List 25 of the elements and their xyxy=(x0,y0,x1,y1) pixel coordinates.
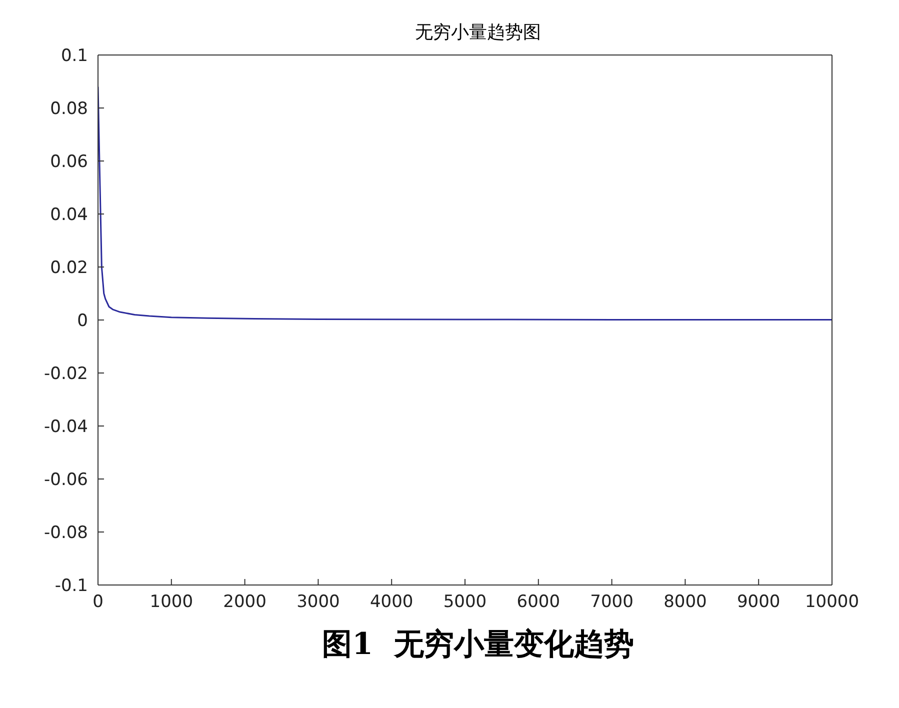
x-tick-label: 7000 xyxy=(590,592,634,612)
x-tick-label: 6000 xyxy=(516,592,560,612)
y-tick-label: -0.04 xyxy=(44,417,88,438)
y-tick-label: 0.08 xyxy=(50,99,88,120)
y-tick-label: 0.04 xyxy=(50,205,88,226)
y-tick-label: 0.06 xyxy=(50,152,88,172)
y-tick-label: 0 xyxy=(77,311,88,332)
line-series xyxy=(98,86,832,320)
x-tick-label: 0 xyxy=(92,592,104,612)
x-tick-label: 2000 xyxy=(223,592,266,612)
x-tick-label: 5000 xyxy=(443,592,487,612)
x-tick-label: 4000 xyxy=(370,592,414,612)
x-tick-label: 9000 xyxy=(736,592,780,612)
y-tick-label: -0.1 xyxy=(54,576,88,596)
y-tick-label: 0.02 xyxy=(50,258,88,278)
x-tick-label: 3000 xyxy=(296,592,340,612)
y-tick-label: -0.06 xyxy=(44,470,88,490)
chart-title: 无穷小量趋势图 xyxy=(414,21,542,44)
y-tick-label: -0.02 xyxy=(44,364,88,384)
y-tick-label: -0.08 xyxy=(44,523,88,544)
y-tick-label: 0.1 xyxy=(60,46,88,66)
x-tick-label: 8000 xyxy=(664,592,707,612)
x-tick-label: 1000 xyxy=(150,592,194,612)
x-tick-label: 10000 xyxy=(804,592,860,612)
caption: 图1 无穷小量变化趋势 xyxy=(321,626,635,664)
